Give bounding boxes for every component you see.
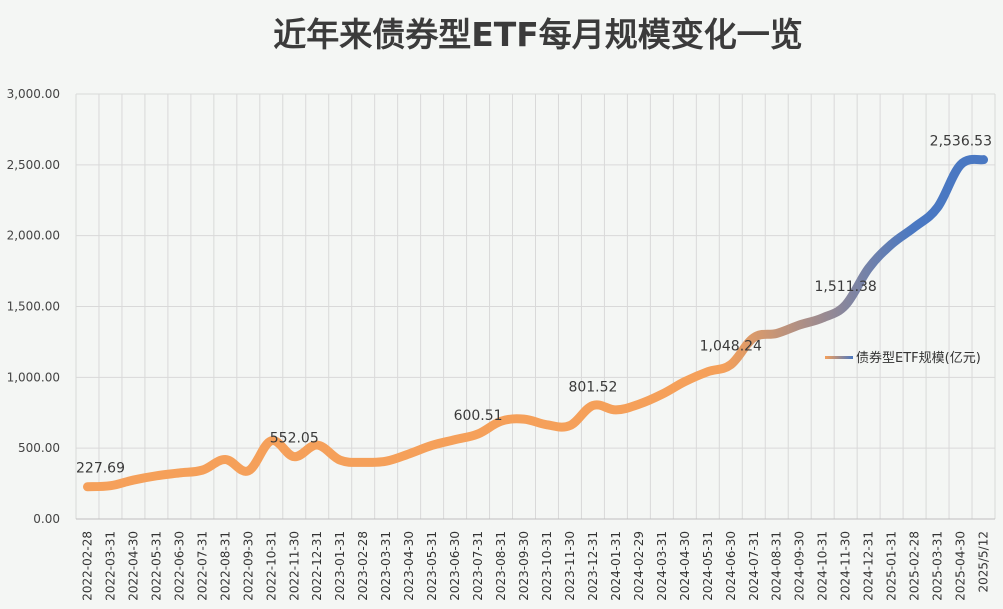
data-labels: 227.69 552.05 600.51 801.52 1,048.24 1,511.38…	[76, 134, 992, 477]
y-tick-label: 2,000.00	[7, 229, 60, 243]
x-tick-label: 2023-03-31	[379, 531, 393, 601]
x-tick-label: 2024-02-29	[632, 531, 646, 601]
x-tick-label: 2024-06-30	[724, 531, 738, 601]
x-tick-label: 2025-01-31	[885, 531, 899, 601]
x-tick-label: 2025-03-31	[931, 531, 945, 601]
x-tick-label: 2022-04-30	[126, 531, 140, 601]
y-tick-label: 500.00	[18, 441, 60, 455]
data-label: 552.05	[270, 431, 319, 447]
x-tick-label: 2023-04-30	[402, 531, 416, 601]
x-tick-label: 2024-09-30	[793, 531, 807, 601]
x-tick-label: 2022-11-30	[287, 531, 301, 601]
x-tick-label: 2024-04-30	[678, 531, 692, 601]
data-label: 227.69	[76, 461, 125, 477]
x-tick-label: 2022-05-31	[149, 531, 163, 601]
x-tick-label: 2022-02-28	[80, 531, 94, 601]
grid	[75, 93, 996, 520]
x-tick-label: 2023-08-31	[494, 531, 508, 601]
x-tick-label: 2023-05-31	[425, 531, 439, 601]
x-tick-label: 2025/5/12	[977, 531, 991, 593]
x-tick-label: 2022-03-31	[103, 531, 117, 601]
data-label: 801.52	[568, 379, 617, 395]
x-tick-label: 2023-12-31	[586, 531, 600, 601]
data-label: 2,536.53	[930, 134, 992, 150]
x-tick-label: 2023-07-31	[471, 531, 485, 601]
legend-swatch	[825, 356, 853, 359]
x-tick-label: 2023-06-30	[448, 531, 462, 601]
x-tick-label: 2022-12-31	[310, 531, 324, 601]
x-tick-label: 2022-08-31	[218, 531, 232, 601]
y-tick-label: 3,000.00	[7, 87, 60, 101]
x-tick-label: 2024-12-31	[862, 531, 876, 601]
x-tick-label: 2023-01-31	[333, 531, 347, 601]
x-tick-label: 2022-06-30	[172, 531, 186, 601]
x-tick-label: 2024-03-31	[655, 531, 669, 601]
data-label: 1,511.38	[814, 279, 876, 295]
x-tick-label: 2024-07-31	[747, 531, 761, 601]
y-tick-label: 1,000.00	[7, 370, 60, 384]
x-tick-label: 2024-01-31	[609, 531, 623, 601]
x-tick-label: 2023-11-30	[563, 531, 577, 601]
x-tick-label: 2023-09-30	[517, 531, 531, 601]
x-tick-label: 2025-04-30	[954, 531, 968, 601]
x-tick-label: 2022-09-30	[241, 531, 255, 601]
y-axis-ticks: 0.00 500.00 1,000.00 1,500.00 2,000.00 2,500.…	[7, 87, 60, 526]
series-line	[82, 154, 989, 492]
x-tick-label: 2023-02-28	[356, 531, 370, 601]
x-tick-label: 2023-10-31	[540, 531, 554, 601]
x-tick-label: 2024-11-30	[839, 531, 853, 601]
y-tick-label: 1,500.00	[7, 300, 60, 314]
x-tick-label: 2024-10-31	[816, 531, 830, 601]
legend-label: 债券型ETF规模(亿元)	[856, 350, 981, 366]
data-label: 1,048.24	[700, 339, 762, 355]
y-tick-label: 2,500.00	[7, 158, 60, 172]
legend: 债券型ETF规模(亿元)	[825, 350, 981, 366]
data-label: 600.51	[454, 408, 503, 424]
x-axis-ticks: 2022-02-28 2022-03-31 2022-04-30 2022-05-31…	[80, 531, 990, 601]
x-tick-label: 2025-02-28	[908, 531, 922, 601]
x-tick-label: 2022-10-31	[264, 531, 278, 601]
x-tick-label: 2024-05-31	[701, 531, 715, 601]
x-tick-label: 2022-07-31	[195, 531, 209, 601]
chart-title: 近年来债券型ETF每月规模变化一览	[273, 15, 803, 54]
y-tick-label: 0.00	[33, 512, 60, 526]
x-tick-label: 2024-08-31	[770, 531, 784, 601]
